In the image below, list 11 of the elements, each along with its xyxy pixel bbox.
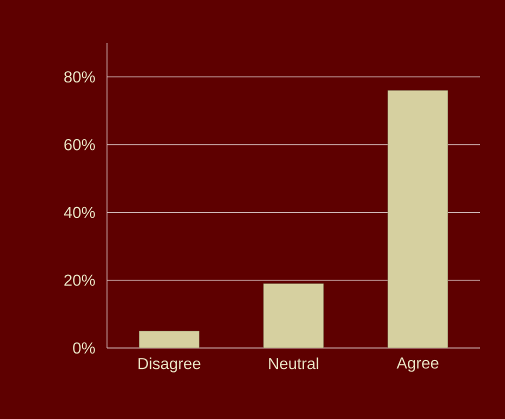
bar (138, 330, 200, 348)
x-tick-label: Agree (396, 358, 438, 372)
y-tick-label: 0% (73, 342, 95, 354)
y-tick-label: 80% (64, 71, 95, 83)
x-tick-label: Neutral (269, 358, 318, 370)
bar (388, 90, 448, 348)
y-tick-label: 60% (64, 139, 95, 150)
bar (263, 283, 324, 348)
y-tick-label: 20% (64, 274, 95, 286)
x-tick-label: Disagree (138, 358, 200, 372)
y-tick-label: 40% (64, 206, 95, 218)
